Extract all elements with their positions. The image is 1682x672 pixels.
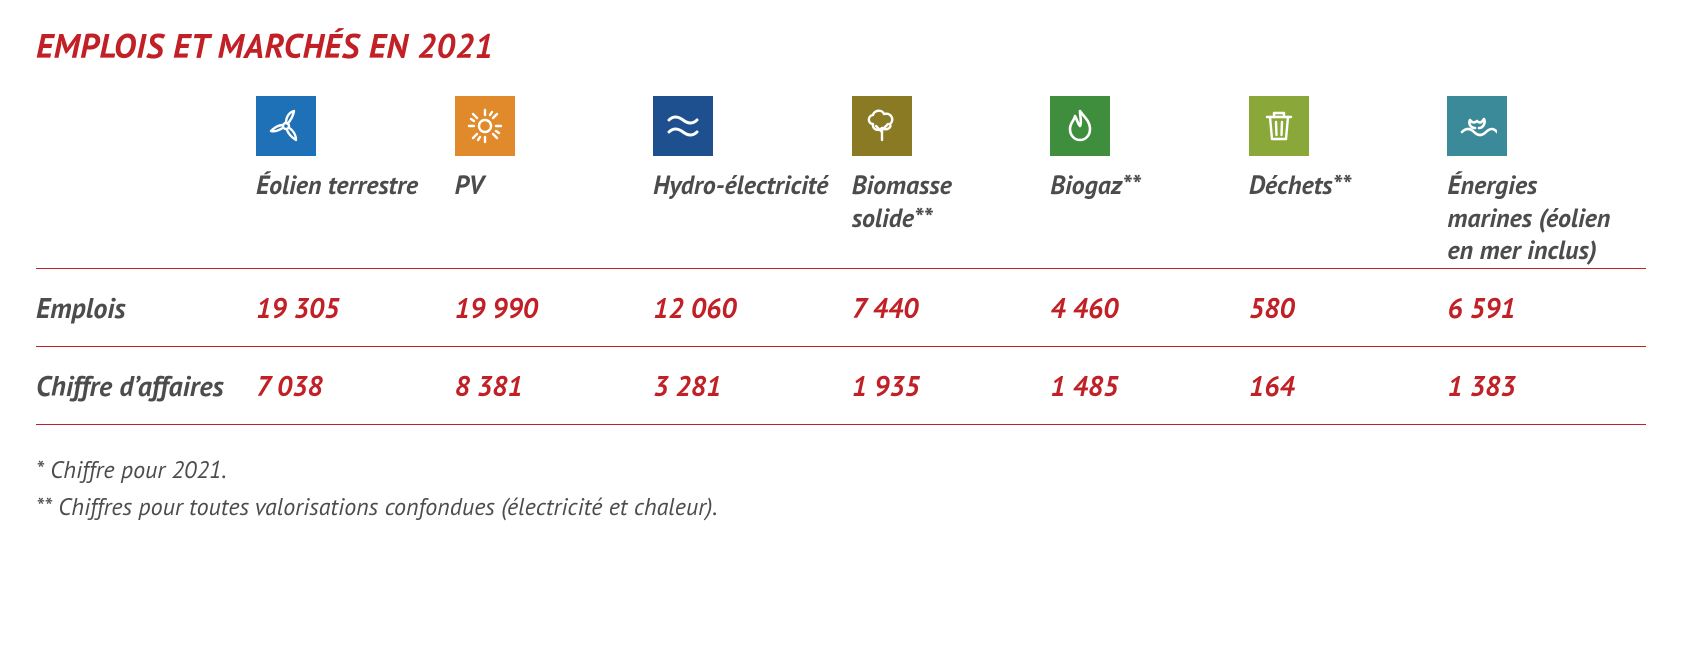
col-label-dechets: Déchets** bbox=[1249, 170, 1448, 203]
value-cell: 19 990 bbox=[455, 289, 538, 326]
table-row: Emplois 19 305 19 990 12 060 7 440 4 460… bbox=[36, 268, 1646, 346]
flame-icon bbox=[1050, 96, 1110, 156]
footnote-line: * Chiffre pour 2021. bbox=[36, 451, 1646, 488]
col-label-biomasse: Biomasse solide** bbox=[852, 170, 1051, 235]
sun-icon bbox=[455, 96, 515, 156]
table-row: Chiffre d’affaires 7 038 8 381 3 281 1 9… bbox=[36, 346, 1646, 424]
value-cell: 1 935 bbox=[852, 367, 920, 404]
footnotes: * Chiffre pour 2021. ** Chiffres pour to… bbox=[36, 451, 1646, 525]
value-cell: 6 591 bbox=[1447, 289, 1515, 326]
data-table: Éolien terrestre PV bbox=[36, 96, 1646, 425]
value-cell: 164 bbox=[1249, 367, 1295, 404]
row-label-chiffre: Chiffre d’affaires bbox=[36, 368, 256, 403]
value-cell: 1 383 bbox=[1447, 367, 1515, 404]
water-icon bbox=[653, 96, 713, 156]
value-cell: 7 440 bbox=[852, 289, 919, 326]
col-label-pv: PV bbox=[455, 170, 654, 203]
value-cell: 4 460 bbox=[1050, 289, 1118, 326]
value-cell: 19 305 bbox=[256, 289, 339, 326]
value-cell: 7 038 bbox=[256, 367, 323, 404]
footnote-line: ** Chiffres pour toutes valorisations co… bbox=[36, 488, 1646, 525]
value-cell: 3 281 bbox=[653, 367, 721, 404]
row-label-emplois: Emplois bbox=[36, 290, 256, 325]
value-cell: 12 060 bbox=[653, 289, 736, 326]
col-label-biogaz: Biogaz** bbox=[1050, 170, 1249, 203]
table-header-row: Éolien terrestre PV bbox=[36, 96, 1646, 268]
tree-icon bbox=[852, 96, 912, 156]
col-label-hydro: Hydro-électricité bbox=[653, 170, 852, 203]
wind-icon bbox=[256, 96, 316, 156]
wave-icon bbox=[1447, 96, 1507, 156]
value-cell: 8 381 bbox=[455, 367, 523, 404]
page-title: EMPLOIS ET MARCHÉS EN 2021 bbox=[36, 24, 1646, 68]
trash-icon bbox=[1249, 96, 1309, 156]
col-label-marines: Énergies marines (éolien en mer inclus) bbox=[1447, 170, 1646, 268]
value-cell: 1 485 bbox=[1050, 367, 1118, 404]
col-label-eolien: Éolien terrestre bbox=[256, 170, 455, 203]
value-cell: 580 bbox=[1249, 289, 1295, 326]
